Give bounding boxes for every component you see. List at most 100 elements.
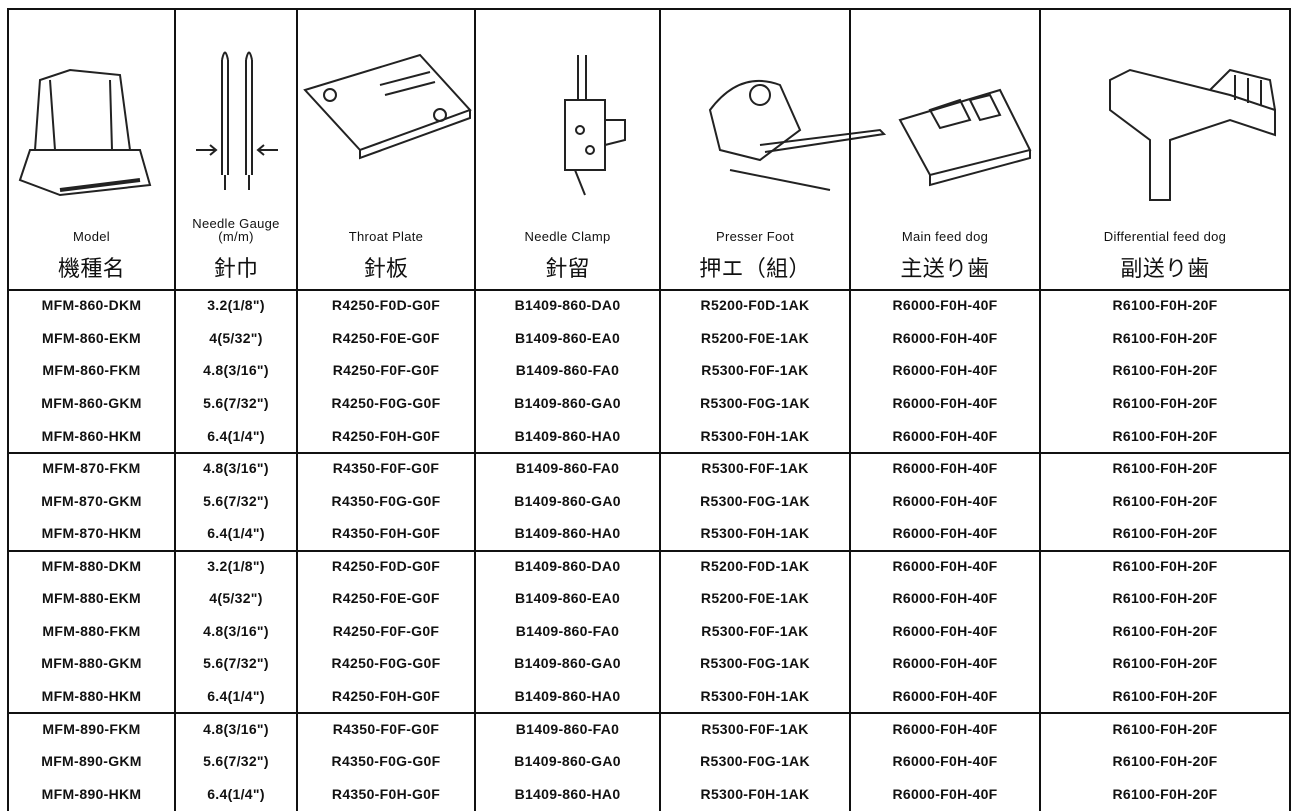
table-cell: R5200-F0E-1AK: [700, 590, 810, 607]
table-cell: R4250-F0G-G0F: [331, 394, 441, 411]
table-cell: R6100-F0H-20F: [1112, 688, 1218, 705]
table-cell: MFM-870-GKM: [41, 492, 142, 509]
table-cell: R4350-F0G-G0F: [331, 492, 441, 509]
table-cell: R6100-F0H-20F: [1112, 720, 1218, 737]
main-feed-dog-icon: [898, 88, 1032, 187]
rule: [659, 8, 661, 811]
table-cell: B1409-860-DA0: [514, 297, 621, 314]
table-cell: B1409-860-GA0: [514, 492, 621, 509]
presser-foot-icon: [708, 79, 887, 191]
column-header: Main feed dog: [850, 200, 1040, 244]
table-cell: R6100-F0H-20F: [1112, 427, 1218, 444]
table-cell: R5300-F0F-1AK: [701, 720, 809, 737]
table-cell: B1409-860-HA0: [514, 688, 621, 705]
throat-plate-icon: [303, 53, 472, 160]
table-cell: R5300-F0H-1AK: [700, 427, 810, 444]
table-cell: R6000-F0H-40F: [892, 362, 998, 379]
header-label: Main feed dog: [901, 229, 989, 245]
column-header-ja: 針留: [545, 256, 590, 281]
table-cell: R4250-F0F-G0F: [332, 622, 440, 639]
table-cell: 4(5/32"): [209, 329, 263, 346]
column-header-ja: 針巾: [213, 256, 259, 281]
column-header-ja: 押エ（組）: [699, 256, 811, 281]
table-cell: MFM-870-HKM: [41, 525, 142, 542]
rule: [174, 8, 176, 811]
table-cell: R6000-F0H-40F: [892, 492, 998, 509]
table-cell: R5300-F0F-1AK: [701, 460, 809, 477]
table-cell: R6100-F0H-20F: [1112, 329, 1218, 346]
table-cell: R6000-F0H-40F: [892, 394, 998, 411]
column-header-ja: 主送り歯: [900, 256, 990, 281]
column-header: Needle Clamp: [475, 200, 660, 244]
table-cell: R4350-F0F-G0F: [332, 460, 440, 477]
table-cell: 3.2(1/8"): [207, 297, 265, 314]
table-cell: B1409-860-FA0: [515, 720, 620, 737]
table-cell: B1409-860-EA0: [514, 329, 621, 346]
rule: [8, 549, 1290, 552]
table-cell: R4350-F0H-G0F: [331, 525, 441, 542]
table-cell: B1409-860-HA0: [514, 785, 621, 802]
table-cell: R6100-F0H-20F: [1112, 590, 1218, 607]
table-cell: MFM-870-FKM: [42, 460, 141, 477]
table-cell: R5300-F0G-1AK: [700, 492, 810, 509]
table-cell: MFM-890-GKM: [41, 753, 142, 770]
table-cell: R6000-F0H-40F: [892, 720, 998, 737]
table-cell: 6.4(1/4"): [207, 525, 265, 542]
header-label: Throat Plate: [348, 229, 424, 245]
table-cell: R6100-F0H-20F: [1112, 622, 1218, 639]
column-header: Model: [8, 200, 175, 244]
table-cell: 6.4(1/4"): [207, 688, 265, 705]
table-cell: R6000-F0H-40F: [892, 525, 998, 542]
table-cell: 4(5/32"): [209, 590, 263, 607]
table-cell: R6100-F0H-20F: [1112, 492, 1218, 509]
rule: [8, 8, 1290, 10]
header-label: Needle Gauge (m/m): [192, 215, 280, 245]
table-cell: 6.4(1/4"): [207, 785, 265, 802]
table-cell: MFM-880-HKM: [41, 688, 142, 705]
table-cell: R5200-F0D-1AK: [700, 297, 810, 314]
rule: [1039, 8, 1041, 811]
needle-clamp-icon: [564, 55, 626, 196]
column-header-ja: 針板: [363, 256, 409, 281]
table-cell: MFM-890-HKM: [41, 785, 142, 802]
table-cell: B1409-860-GA0: [514, 394, 621, 411]
table-cell: B1409-860-EA0: [514, 590, 621, 607]
table-cell: R4250-F0E-G0F: [332, 329, 440, 346]
table-cell: MFM-880-FKM: [42, 622, 141, 639]
table-cell: R6000-F0H-40F: [892, 329, 998, 346]
table-cell: R5300-F0F-1AK: [701, 362, 809, 379]
table-cell: R6100-F0H-20F: [1112, 785, 1218, 802]
table-cell: R6000-F0H-40F: [892, 688, 998, 705]
table-cell: MFM-860-GKM: [41, 394, 142, 411]
rule: [296, 8, 298, 811]
table-cell: R4250-F0H-G0F: [331, 427, 441, 444]
table-cell: MFM-880-GKM: [41, 655, 142, 672]
table-cell: R5300-F0G-1AK: [700, 394, 810, 411]
rule: [1289, 8, 1291, 811]
header-label: Needle Clamp: [524, 229, 611, 245]
table-cell: 5.6(7/32"): [203, 753, 269, 770]
table-cell: R6100-F0H-20F: [1112, 460, 1218, 477]
table-cell: R6000-F0H-40F: [892, 785, 998, 802]
rule: [8, 451, 1290, 454]
table-cell: R4250-F0E-G0F: [332, 590, 440, 607]
table-cell: R5300-F0F-1AK: [701, 622, 809, 639]
table-cell: R5200-F0E-1AK: [700, 329, 810, 346]
differential-feed-dog-icon: [1109, 68, 1276, 201]
table-cell: R6000-F0H-40F: [892, 753, 998, 770]
table-cell: MFM-860-HKM: [41, 427, 142, 444]
table-cell: B1409-860-GA0: [514, 655, 621, 672]
table-cell: B1409-860-HA0: [514, 427, 621, 444]
table-cell: R6000-F0H-40F: [892, 655, 998, 672]
table-cell: B1409-860-FA0: [515, 362, 620, 379]
table-cell: R5300-F0H-1AK: [700, 688, 810, 705]
table-cell: R6000-F0H-40F: [892, 590, 998, 607]
table-cell: R6000-F0H-40F: [892, 427, 998, 444]
column-header: Presser Foot: [660, 200, 850, 244]
table-cell: 4.8(3/16"): [203, 622, 269, 639]
table-cell: 4.8(3/16"): [203, 460, 269, 477]
table-cell: R6000-F0H-40F: [892, 622, 998, 639]
table-cell: 5.6(7/32"): [203, 394, 269, 411]
